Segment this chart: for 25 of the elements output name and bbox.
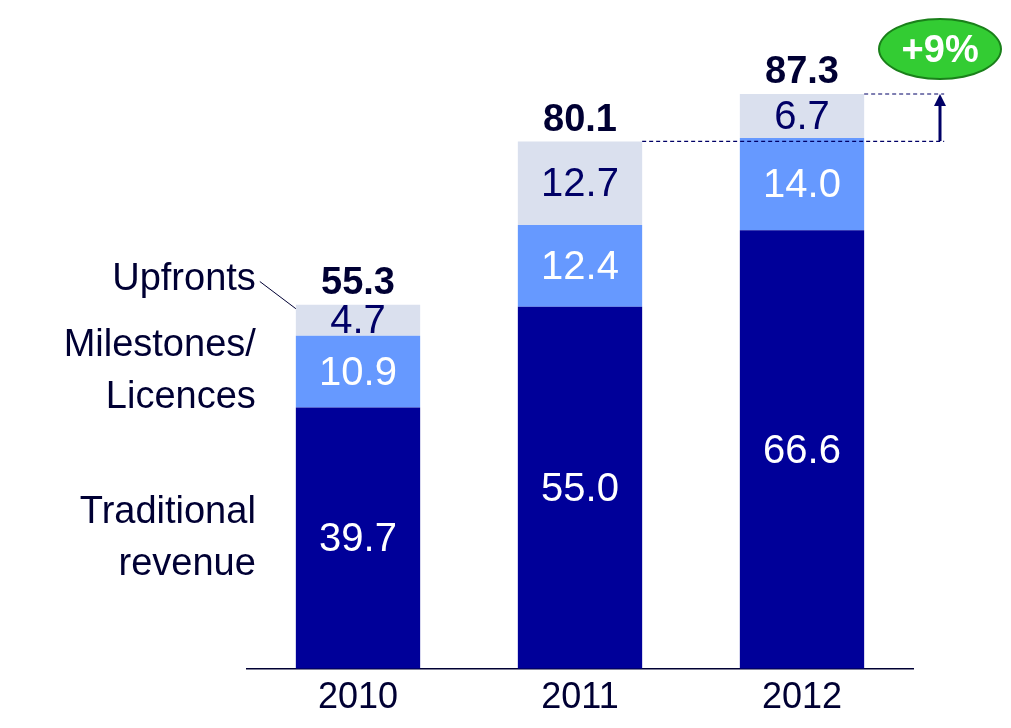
bar	[295, 335, 421, 408]
text: +9%	[878, 18, 1003, 80]
data-label: 6.7	[774, 93, 830, 138]
x-tick-label: 2010	[317, 675, 399, 717]
x-tick-label: 2012	[761, 675, 843, 717]
total-label: 80.1	[543, 96, 617, 139]
x-tick-label: 2011	[541, 675, 619, 717]
data-label: 39.7	[319, 515, 397, 560]
data-label: 12.7	[541, 160, 619, 205]
bar	[739, 138, 865, 231]
bar	[739, 230, 865, 669]
bar	[517, 306, 643, 669]
data-label: 12.4	[541, 242, 619, 287]
data-label: 14.0	[763, 161, 841, 206]
series-label: Upfronts	[112, 256, 256, 299]
bar	[517, 141, 643, 226]
data-label: 66.6	[763, 426, 841, 471]
bar	[517, 225, 643, 307]
total-label: 87.3	[765, 49, 839, 92]
bar	[739, 94, 865, 139]
bar	[295, 407, 421, 669]
series-label: Milestones/ Licences	[63, 322, 257, 417]
data-label: 55.0	[541, 464, 619, 509]
series-label: Traditional revenue	[79, 488, 256, 583]
data-label: 10.9	[319, 348, 397, 393]
